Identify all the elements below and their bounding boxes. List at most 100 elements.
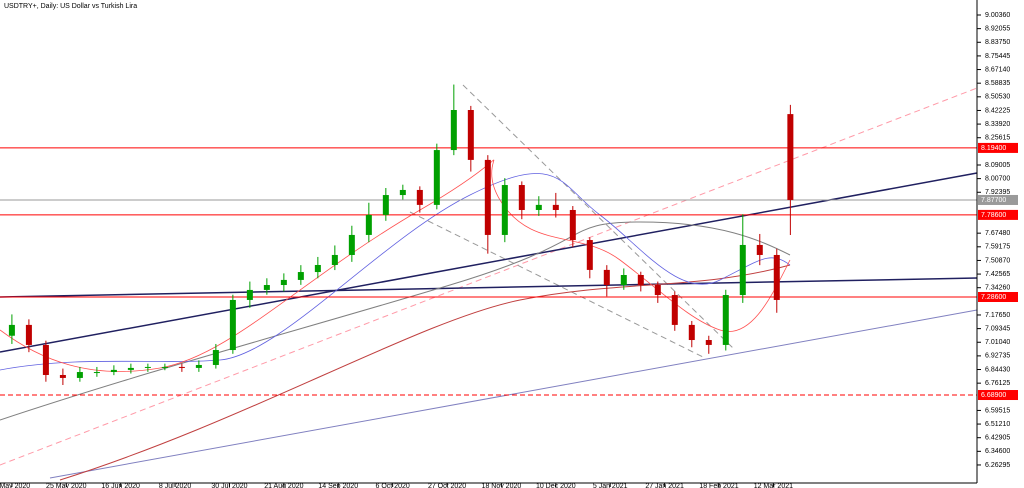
candle-body <box>722 295 729 345</box>
candle-body <box>603 269 610 286</box>
candle-body <box>773 254 780 300</box>
x-tick-label: 14 Sep 2020 <box>318 483 358 488</box>
y-tick-label: 7.59175 <box>985 244 1010 251</box>
y-tick-label: 8.42225 <box>985 107 1010 114</box>
candle-body <box>365 214 372 235</box>
y-tick-label: 8.50530 <box>985 94 1010 101</box>
candle-body <box>518 185 525 210</box>
moving-average <box>0 159 791 372</box>
y-tick-label: 6.76125 <box>985 380 1010 387</box>
trend-line <box>409 211 706 359</box>
y-tick-label: 6.84430 <box>985 366 1010 373</box>
candle-body <box>535 204 542 210</box>
candle-body <box>42 344 49 375</box>
drawings <box>0 84 978 481</box>
candle-body <box>59 374 66 378</box>
candle-body <box>25 324 32 345</box>
price-label: 7.28600 <box>981 294 1006 301</box>
y-tick-label: 9.00360 <box>985 12 1010 19</box>
candle-body <box>416 189 423 205</box>
y-tick-label: 8.58835 <box>985 80 1010 87</box>
candle-body <box>348 234 355 255</box>
x-tick-label: 8 Jul 2020 <box>159 483 191 488</box>
candle-body <box>637 275 644 286</box>
candle-body <box>586 240 593 270</box>
candle-body <box>297 272 304 280</box>
moving-average <box>0 221 791 421</box>
candle-body <box>569 209 576 241</box>
price-label-box <box>978 194 1018 205</box>
price-label-box <box>978 390 1018 401</box>
x-tick-label: 30 Jul 2020 <box>211 483 247 488</box>
candle-body <box>467 110 474 160</box>
candle-body <box>620 275 627 286</box>
candle-body <box>501 185 508 235</box>
y-tick-label: 7.09345 <box>985 325 1010 332</box>
candle-body <box>280 279 287 286</box>
x-tick-label: 16 Jun 2020 <box>101 483 140 488</box>
chart-title: USDTRY+, Daily: US Dollar vs Turkish Lir… <box>4 3 137 10</box>
y-tick-label: 7.42565 <box>985 271 1010 278</box>
price-label: 7.87700 <box>981 197 1006 204</box>
y-tick-label: 6.34600 <box>985 448 1010 455</box>
y-tick-label: 6.42905 <box>985 435 1010 442</box>
price-label-box <box>978 209 1018 220</box>
plot <box>0 84 977 396</box>
price-label-box <box>978 292 1018 302</box>
x-tick-label: 18 Nov 2020 <box>482 483 522 488</box>
trend-line <box>0 277 978 298</box>
x-tick-label: 21 Aug 2020 <box>264 483 303 488</box>
y-tick-label: 8.83750 <box>985 39 1010 46</box>
candle-body <box>484 159 491 235</box>
x-tick-label: 6 Oct 2020 <box>376 483 410 488</box>
candle-body <box>144 366 151 368</box>
x-tick-label: 12 Mar 2021 <box>754 483 793 488</box>
candle-body <box>212 350 219 365</box>
price-label-box <box>978 142 1018 153</box>
candle-body <box>110 369 117 373</box>
y-tick-label: 7.01040 <box>985 339 1010 346</box>
trend-line <box>0 87 978 466</box>
candle-body <box>756 244 763 255</box>
y-tick-label: 8.25615 <box>985 135 1010 142</box>
y-tick-label: 7.17650 <box>985 312 1010 319</box>
candle-body <box>8 324 15 336</box>
candle-body <box>127 367 134 370</box>
trend-line <box>49 309 978 479</box>
x-tick-label: 27 Jan 2021 <box>645 483 684 488</box>
candle-body <box>787 114 794 200</box>
candle-body <box>450 110 457 151</box>
price-label: 6.68900 <box>981 392 1006 399</box>
candle-body <box>178 366 185 368</box>
y-tick-label: 6.92735 <box>985 353 1010 360</box>
candle-body <box>399 189 406 196</box>
candle-body <box>705 340 712 345</box>
price-label: 8.19400 <box>981 145 1006 152</box>
candle-body <box>382 195 389 215</box>
candle-body <box>739 244 746 296</box>
candle-body <box>654 285 661 296</box>
candle-body <box>246 289 253 300</box>
candle-body <box>688 324 695 341</box>
y-tick-label: 8.00700 <box>985 175 1010 182</box>
candle-body <box>76 372 83 378</box>
y-tick-label: 7.50870 <box>985 257 1010 264</box>
x-tick-label: 18 Feb 2021 <box>699 483 738 488</box>
candle-body <box>433 150 440 205</box>
candle-body <box>161 366 168 368</box>
x-tick-label: 27 Oct 2020 <box>428 483 466 488</box>
y-tick-label: 6.51210 <box>985 421 1010 428</box>
candle-body <box>552 204 559 210</box>
candle-body <box>671 295 678 325</box>
y-tick-label: 8.09005 <box>985 162 1010 169</box>
candle-body <box>93 372 100 374</box>
trend-line <box>462 84 736 351</box>
y-tick-label: 6.26295 <box>985 462 1010 469</box>
candle-body <box>195 364 202 368</box>
candle-body <box>331 254 338 265</box>
price-label: 7.78600 <box>981 212 1006 219</box>
y-tick-label: 7.67480 <box>985 230 1010 237</box>
